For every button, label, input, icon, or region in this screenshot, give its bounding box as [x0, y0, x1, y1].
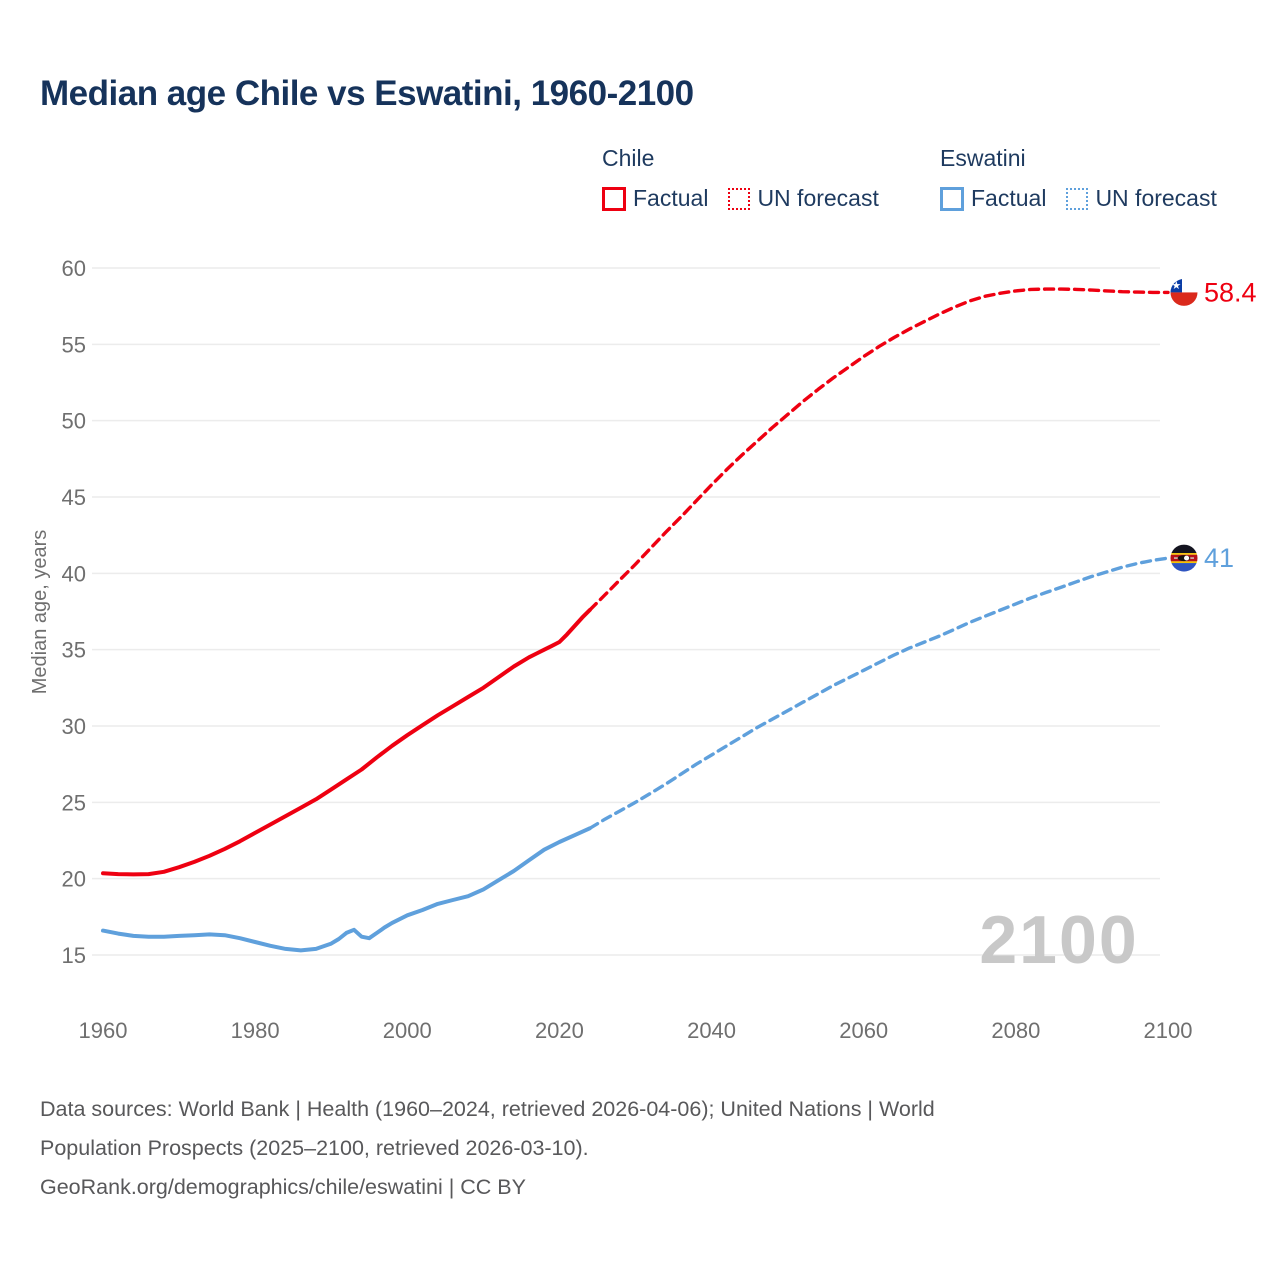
chile-factual-line — [101, 608, 592, 877]
chile-end-value: 58.4 — [1204, 277, 1257, 307]
footer-line-datasources: Data sources: World Bank | Health (1960–… — [40, 1097, 935, 1121]
legend-item-eswatini-forecast: UN forecast — [1066, 185, 1217, 212]
flag-star: ★ — [1171, 280, 1181, 292]
x-tick-label: 2000 — [383, 1018, 432, 1043]
eswatini-end-value: 41 — [1204, 543, 1234, 573]
x-tick-label: 2060 — [839, 1018, 888, 1043]
eswatini-forecast-swatch-icon — [1066, 187, 1089, 210]
x-tick-label: 2040 — [687, 1018, 736, 1043]
y-tick-label: 45 — [62, 485, 86, 510]
chile-un-forecast-line — [588, 287, 1170, 612]
legend-group-chile: Chile Factual UN forecast — [602, 145, 879, 212]
legend-item-label: Factual — [633, 185, 709, 211]
footer-line-attribution: GeoRank.org/demographics/chile/eswatini … — [40, 1175, 526, 1199]
legend-header-chile: Chile — [602, 145, 655, 171]
flag-shield-white — [1184, 555, 1190, 561]
legend-group-eswatini: Eswatini Factual UN forecast — [940, 145, 1217, 212]
y-tick-label: 20 — [62, 867, 86, 892]
legend-row-eswatini: Factual UN forecast — [940, 185, 1217, 212]
flag-part — [1170, 553, 1198, 555]
x-tick-label: 1980 — [231, 1018, 280, 1043]
legend-item-chile-forecast: UN forecast — [728, 185, 879, 212]
y-tick-label: 40 — [62, 561, 86, 586]
chile-forecast-swatch-icon — [728, 187, 751, 210]
x-tick-label: 1960 — [79, 1018, 128, 1043]
y-tick-label: 30 — [62, 714, 86, 739]
legend-header-eswatini: Eswatini — [940, 145, 1026, 171]
y-tick-label: 60 — [62, 256, 86, 281]
eswatini-un-forecast-line — [588, 556, 1170, 830]
x-tick-label: 2080 — [991, 1018, 1040, 1043]
y-tick-label: 15 — [62, 943, 86, 968]
x-tick-label: 2020 — [535, 1018, 584, 1043]
eswatini-flag-icon — [1170, 544, 1198, 572]
flag-part — [1170, 563, 1198, 572]
flag-part — [1170, 278, 1182, 293]
flag-part — [1170, 292, 1198, 306]
flag-part — [1170, 544, 1198, 554]
flag-part — [1170, 561, 1198, 564]
footer-line-datasources2: Population Prospects (2025–2100, retriev… — [40, 1136, 589, 1160]
eswatini-factual-line — [101, 826, 592, 953]
y-tick-label: 25 — [62, 790, 86, 815]
y-tick-label: 35 — [62, 638, 86, 663]
chile-factual-swatch-icon — [602, 186, 626, 211]
y-tick-label: 55 — [62, 332, 86, 357]
footer: Data sources: World Bank | Health (1960–… — [40, 1090, 935, 1207]
median-age-chart: 15 20 25 30 35 40 45 50 55 60 1960 1980 2000 2020 2040… — [29, 256, 1257, 1043]
y-tick-label: 50 — [62, 409, 86, 434]
x-tick-label: 2100 — [1144, 1018, 1193, 1043]
eswatini-factual-swatch-icon — [940, 186, 964, 211]
watermark-text: 2100 — [979, 902, 1138, 978]
page-title: Median age Chile vs Eswatini, 1960-2100 — [40, 74, 694, 113]
legend-item-eswatini-factual: Factual — [940, 185, 1046, 212]
legend-item-label: Factual — [971, 185, 1047, 211]
y-axis-title: Median age, years — [29, 530, 51, 695]
legend-item-label: UN forecast — [1095, 185, 1217, 211]
legend-item-chile-factual: Factual — [602, 185, 708, 212]
legend-row-chile: Factual UN forecast — [602, 185, 879, 212]
legend-item-label: UN forecast — [757, 185, 879, 211]
chile-flag-icon: ★ — [1170, 278, 1198, 306]
